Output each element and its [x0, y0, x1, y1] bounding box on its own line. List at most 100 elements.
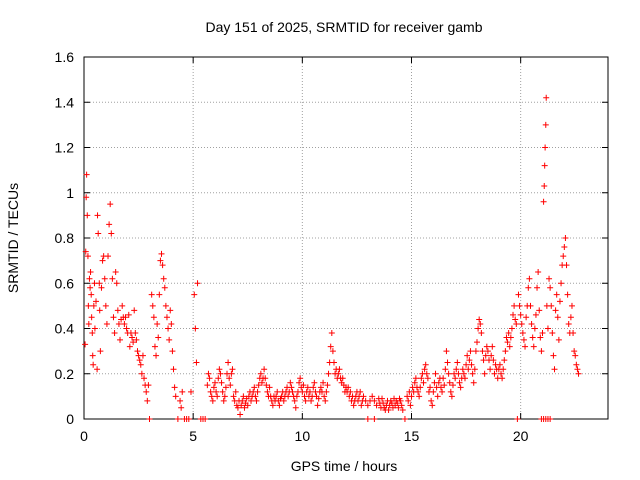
data-point [434, 393, 441, 400]
data-point [505, 330, 512, 337]
data-point [506, 343, 513, 350]
data-point [93, 298, 100, 305]
data-point [214, 393, 221, 400]
data-point [360, 393, 367, 400]
data-point [427, 384, 434, 391]
data-point [84, 253, 91, 260]
data-point [516, 302, 523, 309]
data-point [489, 343, 496, 350]
data-point [464, 352, 471, 359]
data-point [388, 400, 395, 407]
data-point [447, 388, 454, 395]
data-point [328, 330, 335, 337]
data-point [123, 325, 130, 332]
data-point [141, 375, 148, 382]
data-point [394, 400, 401, 407]
data-point [479, 348, 486, 355]
data-point [151, 343, 158, 350]
data-point [465, 366, 472, 373]
data-point [491, 370, 498, 377]
data-point [205, 370, 212, 377]
data-point [230, 393, 237, 400]
data-point [322, 397, 329, 404]
data-point [420, 379, 427, 386]
data-point [335, 370, 342, 377]
x-axis-label: GPS time / hours [291, 458, 398, 474]
data-point [232, 388, 239, 395]
data-point [212, 379, 218, 386]
data-point [234, 404, 241, 411]
data-point [132, 330, 139, 337]
data-point [126, 343, 133, 350]
data-point [222, 384, 229, 391]
data-point [300, 382, 307, 389]
data-point [208, 393, 215, 400]
data-point [399, 406, 406, 413]
data-point [218, 379, 225, 386]
data-point [112, 268, 119, 275]
data-point [477, 320, 484, 327]
data-point [405, 397, 412, 404]
data-point [252, 393, 259, 400]
data-point [430, 388, 437, 395]
data-point [171, 384, 178, 391]
data-point [514, 416, 521, 422]
data-point [440, 375, 447, 382]
data-point [113, 280, 120, 287]
data-point [523, 314, 530, 321]
y-tick-label: 0.2 [55, 366, 75, 382]
data-point [534, 284, 541, 291]
data-point [266, 384, 273, 391]
y-tick-label: 1.6 [55, 49, 75, 65]
data-point [302, 397, 309, 404]
data-point [452, 375, 459, 382]
data-point [114, 307, 121, 314]
data-point [146, 416, 153, 422]
data-point [131, 307, 138, 314]
data-point [518, 320, 525, 327]
data-point [527, 302, 534, 309]
data-point [459, 366, 466, 373]
data-point [553, 291, 560, 298]
data-point [551, 366, 558, 373]
data-point [179, 388, 186, 395]
data-point [507, 334, 514, 341]
data-point [373, 402, 380, 409]
data-point [546, 275, 553, 282]
data-point [519, 330, 526, 337]
data-point [304, 384, 311, 391]
data-point [143, 388, 150, 395]
data-point [297, 375, 304, 382]
data-point [437, 384, 444, 391]
data-point [562, 235, 569, 241]
data-point [255, 382, 262, 389]
data-point [511, 302, 518, 309]
data-point [239, 397, 246, 404]
data-point [517, 311, 524, 318]
data-point [161, 284, 168, 291]
data-point [549, 330, 556, 337]
data-point [488, 352, 495, 359]
data-point [107, 201, 114, 208]
data-point [287, 379, 294, 386]
data-point [285, 393, 292, 400]
y-tick-label: 1 [66, 185, 74, 201]
data-point [159, 262, 166, 269]
data-point [194, 280, 201, 287]
data-point [178, 404, 185, 411]
data-point [162, 302, 169, 309]
data-point [529, 334, 536, 341]
data-point [240, 393, 247, 400]
x-tick-label: 5 [189, 428, 197, 444]
data-point [158, 250, 165, 257]
data-point [542, 121, 549, 128]
data-point [496, 361, 503, 368]
data-point [289, 388, 296, 395]
data-point [526, 275, 533, 282]
data-point [95, 230, 102, 237]
data-point [134, 348, 141, 355]
data-point [217, 370, 224, 377]
data-point [467, 348, 474, 355]
data-point [560, 253, 567, 260]
